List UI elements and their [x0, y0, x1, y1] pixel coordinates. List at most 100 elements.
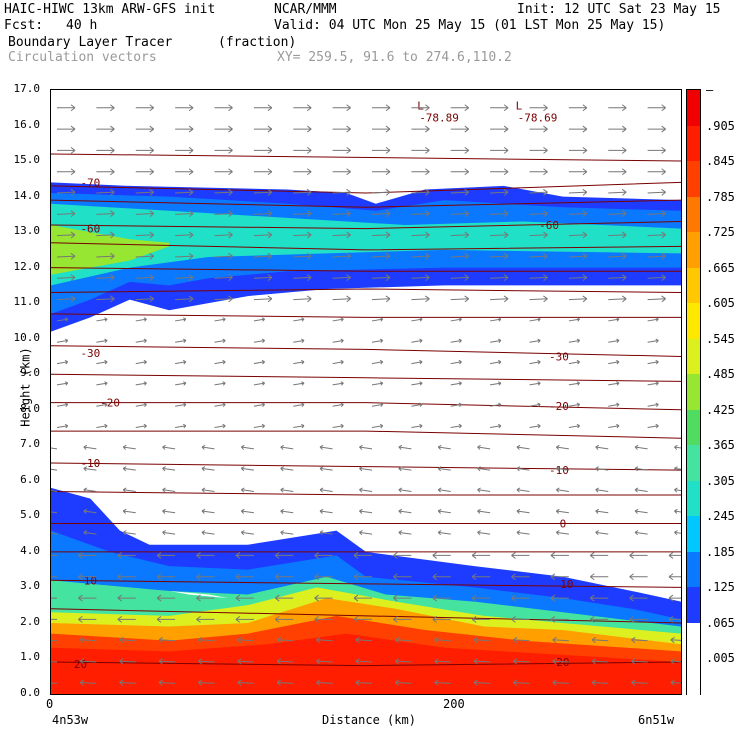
wind-arrow: [591, 658, 609, 665]
wind-arrow: [529, 188, 548, 196]
wind-arrow: [568, 317, 581, 322]
wind-arrow: [175, 188, 194, 196]
wind-arrow: [214, 104, 233, 112]
wind-arrow: [175, 168, 194, 176]
wind-arrow: [490, 210, 509, 218]
y-tick-label: 12.0: [13, 259, 41, 273]
wind-arrow: [511, 573, 530, 581]
contour-label-0: -70: [80, 176, 100, 189]
wind-arrow: [56, 402, 69, 407]
wind-arrow: [568, 359, 581, 365]
wind-arrow: [529, 295, 548, 303]
wind-arrow: [96, 147, 115, 154]
wind-arrow: [214, 188, 233, 196]
wind-arrow: [293, 295, 312, 303]
wind-arrow: [197, 679, 215, 686]
wind-arrow: [411, 168, 430, 176]
wind-arrow: [280, 508, 294, 514]
wind-arrow: [371, 210, 391, 218]
wind-arrow: [253, 274, 273, 281]
wind-arrow: [96, 317, 108, 322]
wind-arrow: [293, 125, 312, 133]
wind-arrow: [647, 231, 666, 239]
wind-arrow: [162, 530, 176, 536]
wind-arrow: [647, 188, 666, 196]
wind-arrow: [371, 252, 391, 260]
wind-arrow: [57, 168, 76, 176]
wind-arrow: [293, 317, 305, 322]
wind-arrow: [411, 381, 423, 386]
wind-arrow: [235, 594, 254, 602]
wind-arrow: [371, 402, 384, 407]
wind-arrow: [56, 381, 69, 386]
wind-arrow: [529, 231, 548, 239]
wind-arrow: [608, 295, 627, 303]
wind-arrow: [253, 317, 266, 322]
wind-arrow: [135, 359, 147, 365]
wind-arrow: [516, 530, 530, 536]
wind-arrow: [631, 636, 648, 644]
tracer-band-9: [51, 203, 681, 286]
wind-arrow: [175, 359, 187, 365]
y-tick-label: 3.0: [20, 579, 40, 593]
wind-arrow: [135, 381, 147, 386]
wind-arrow: [332, 147, 351, 154]
wind-arrow: [631, 658, 648, 665]
wind-arrow: [450, 231, 470, 239]
temperature-contour-16: [51, 608, 681, 624]
wind-arrow: [634, 444, 648, 450]
wind-arrow: [162, 508, 176, 514]
wind-arrow: [135, 317, 147, 322]
wind-arrow: [371, 359, 384, 365]
wind-arrow: [555, 508, 569, 514]
wind-arrow: [371, 188, 391, 196]
wind-arrow: [56, 231, 76, 239]
wind-arrow: [411, 317, 423, 322]
wind-arrow: [608, 210, 627, 218]
wind-arrow: [608, 104, 627, 112]
wind-arrow: [57, 104, 76, 112]
wind-arrow: [450, 210, 470, 218]
wind-arrow: [175, 104, 194, 112]
wind-arrow: [634, 466, 648, 472]
wind-arrow: [668, 594, 681, 602]
wind-arrow: [353, 615, 372, 623]
wind-arrow: [634, 530, 648, 536]
wind-arrow: [201, 530, 215, 536]
colorbar: [686, 89, 701, 695]
wind-arrow: [117, 615, 136, 623]
wind-arrow: [237, 636, 254, 644]
colorbar-segment: [687, 587, 700, 624]
wind-arrow: [411, 274, 430, 281]
wind-arrow: [83, 508, 97, 514]
colorbar-segment: [687, 445, 700, 482]
y-tick-label: 5.0: [20, 508, 40, 522]
y-tick-label: 6.0: [20, 472, 40, 486]
organization: NCAR/MMM: [274, 2, 337, 17]
wind-arrow: [293, 423, 305, 429]
wind-arrow: [568, 274, 588, 281]
wind-arrow: [490, 252, 509, 260]
wind-arrow: [608, 168, 627, 176]
wind-arrow: [196, 552, 215, 559]
wind-arrow: [568, 168, 588, 176]
wind-arrow: [79, 658, 97, 665]
wind-arrow: [235, 573, 254, 581]
wind-arrow: [253, 231, 273, 239]
vector-field-name: Circulation vectors: [8, 50, 157, 65]
wind-arrow: [56, 274, 76, 281]
wind-arrow: [83, 466, 97, 472]
colorbar-segment: [687, 338, 700, 376]
wind-arrow: [473, 679, 491, 686]
wind-arrow: [359, 530, 373, 536]
temperature-contour-3: [51, 242, 681, 251]
wind-arrow: [175, 274, 194, 281]
wind-arrow: [394, 636, 412, 644]
wind-arrow: [450, 317, 462, 322]
wind-arrow: [96, 252, 115, 260]
wind-arrow: [608, 147, 627, 154]
wind-arrow: [240, 530, 254, 536]
wind-arrow: [490, 423, 502, 429]
temperature-contour-18: [51, 153, 681, 162]
